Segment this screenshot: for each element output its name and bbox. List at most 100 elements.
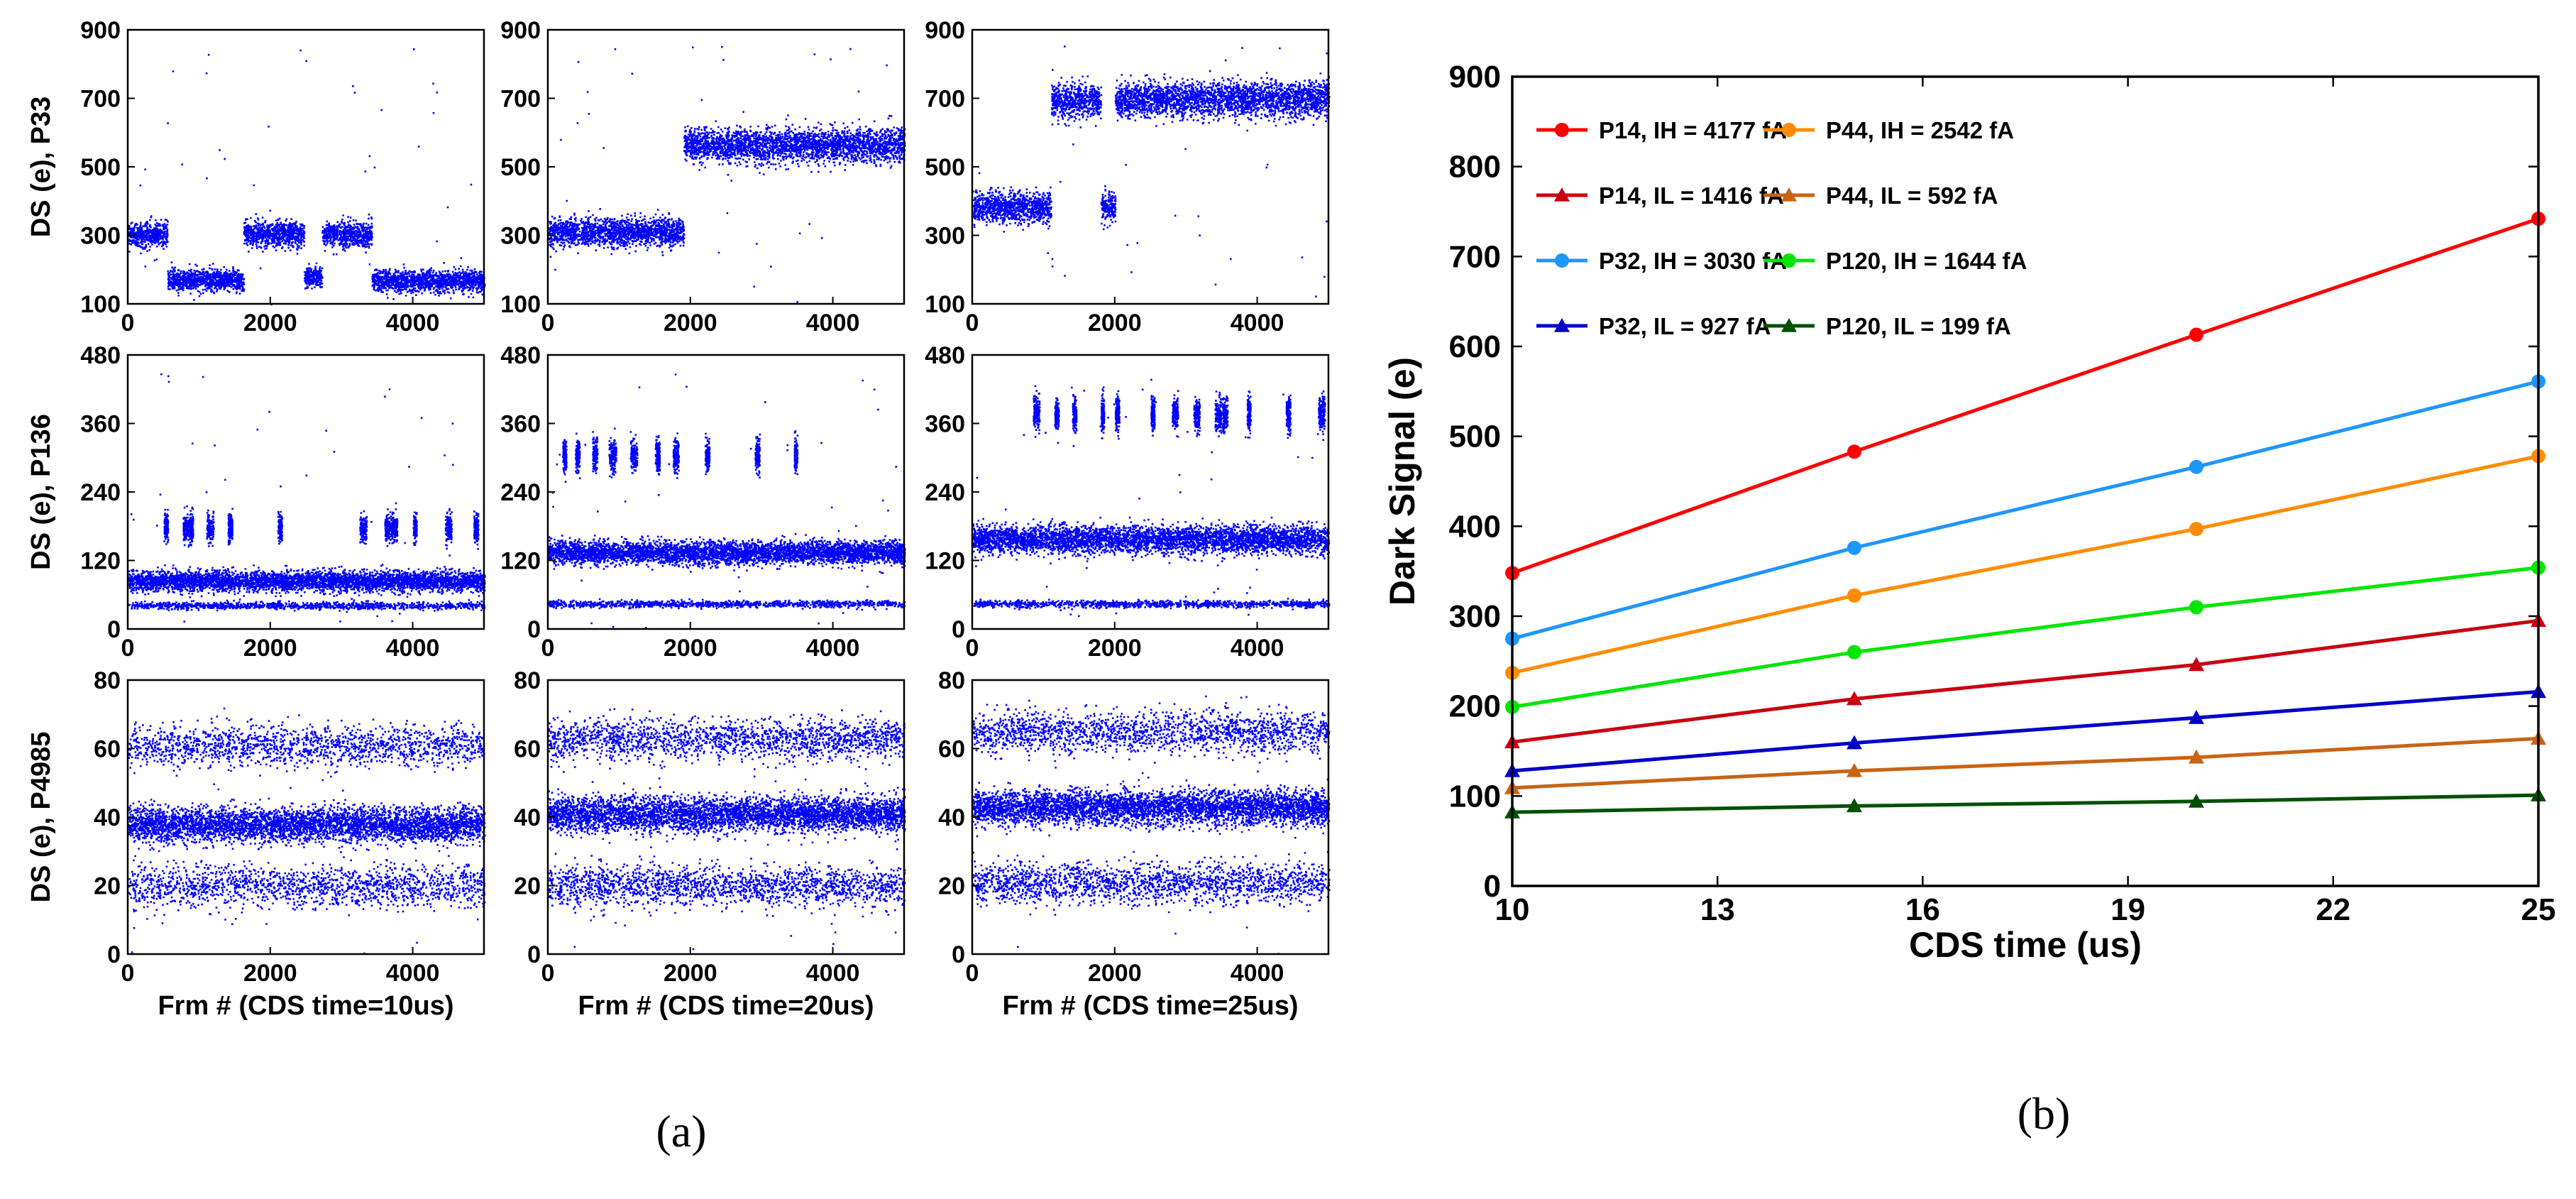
legend-label: P14, IH = 4177 fA — [1599, 117, 1787, 143]
legend-label: P44, IL = 592 fA — [1826, 182, 1998, 209]
legend-entry: P44, IH = 2542 fA — [1763, 117, 2014, 143]
x-tick-label: 2000 — [1088, 310, 1142, 336]
x-tick-label: 2000 — [243, 635, 297, 662]
y-tick-label: 480 — [925, 342, 965, 369]
scatter-points — [128, 707, 486, 955]
x-tick-label: 0 — [541, 635, 555, 662]
y-tick-label: 200 — [1449, 689, 1501, 724]
y-tick-label: 0 — [107, 941, 121, 968]
y-tick-label: 80 — [938, 667, 965, 694]
legend-swatch-marker — [1554, 187, 1570, 202]
scatter-dots — [128, 707, 486, 955]
y-tick-label: 20 — [514, 873, 541, 900]
x-tick-label: 16 — [1905, 892, 1940, 927]
y-tick-label: 300 — [1449, 599, 1501, 634]
x-tick-label: 4000 — [806, 635, 860, 662]
series-5 — [1505, 374, 2545, 646]
data-point — [2189, 522, 2203, 537]
plot-area — [972, 30, 1328, 304]
x-tick-label: 4000 — [1231, 310, 1284, 336]
x-tick-label: 2000 — [664, 635, 717, 662]
y-tick-label: 900 — [925, 17, 965, 44]
x-tick-label: 4000 — [386, 960, 440, 987]
series-line — [1512, 689, 2539, 773]
data-point — [1846, 735, 1862, 750]
y-tick-label: 80 — [514, 667, 541, 694]
y-tick-label: 300 — [80, 223, 121, 250]
y-tick-label: 240 — [500, 479, 541, 506]
y-tick-label: 120 — [80, 548, 121, 575]
y-tick-label: 700 — [500, 86, 541, 113]
subplot-r2-c3: 0 2000 4000 0 120 240 360 480 — [925, 342, 1331, 662]
legend-swatch-marker — [1782, 123, 1796, 137]
subplot-r2-c1: 0 2000 4000 0 120 240 360 480 DS (e), P136 — [26, 342, 486, 662]
series-line — [1512, 217, 2539, 575]
x-tick-label: 13 — [1700, 892, 1735, 927]
series-line — [1512, 454, 2539, 675]
plot-frame — [1511, 75, 2540, 887]
data-point — [2189, 600, 2203, 615]
x-tick-label: 2000 — [1088, 960, 1142, 987]
x-tick-label: 4000 — [1231, 635, 1284, 662]
y-tick-label: 240 — [80, 479, 121, 506]
legend-label: P32, IH = 3030 fA — [1599, 248, 1787, 274]
panel-b: 10 13 16 19 22 25 0 100 200 300 400 500 600 700 800 900… — [1382, 60, 2555, 965]
series-line — [1512, 379, 2539, 641]
y-tick-label: 80 — [94, 667, 121, 694]
y-tick-label: 60 — [514, 736, 541, 763]
legend-label: P120, IH = 1644 fA — [1826, 248, 2027, 274]
data-point — [2189, 327, 2203, 342]
x-axis-label: Frm # (CDS time=25us) — [1002, 991, 1298, 1021]
x-axis-label: Frm # (CDS time=10us) — [158, 991, 453, 1021]
plot-area — [1512, 77, 2538, 886]
panel-b-caption: (b) — [2018, 1088, 2071, 1139]
data-point — [1847, 444, 1861, 459]
plot-area — [548, 355, 904, 629]
legend-entry: P32, IH = 3030 fA — [1536, 248, 1787, 274]
x-tick-label: 2000 — [664, 310, 717, 336]
y-tick-label: 0 — [1484, 869, 1501, 904]
subplot-r1-c2: 0 2000 4000 100 300 500 700 900 — [500, 17, 906, 336]
x-tick-label: 25 — [2521, 892, 2556, 927]
scatter-points — [548, 45, 906, 303]
y-tick-label: 700 — [925, 86, 965, 113]
legend-swatch-marker — [1555, 253, 1569, 268]
legend-label: P120, IL = 199 fA — [1826, 313, 2011, 339]
legend-entry: P32, IL = 927 fA — [1536, 313, 1771, 339]
data-point — [2189, 710, 2204, 724]
x-tick-label: 4000 — [386, 635, 440, 662]
legend: P14, IH = 4177 fA P44, IH = 2542 fA P14, I… — [1536, 117, 2027, 339]
y-tick-label: 40 — [938, 804, 965, 831]
panel-a-caption: (a) — [656, 1106, 706, 1156]
scatter-points — [548, 373, 906, 629]
plot-area — [548, 30, 904, 304]
y-tick-label: 0 — [952, 616, 965, 643]
legend-entry: P120, IL = 199 fA — [1763, 313, 2011, 339]
x-tick-label: 0 — [541, 960, 555, 987]
y-tick-label: 900 — [80, 17, 121, 44]
series-line — [1512, 618, 2539, 744]
legend-swatch-marker — [1781, 318, 1797, 332]
x-tick-label: 4000 — [806, 310, 860, 336]
y-tick-label: 120 — [925, 548, 965, 575]
y-tick-label: 480 — [500, 342, 541, 369]
legend-label: P32, IL = 927 fA — [1599, 313, 1771, 339]
y-tick-label: 500 — [500, 154, 541, 181]
y-tick-label: 100 — [80, 291, 121, 318]
scatter-dots — [548, 708, 906, 951]
data-point — [2189, 749, 2204, 764]
y-tick-label: 120 — [500, 548, 541, 575]
data-point — [1847, 540, 1861, 555]
y-tick-label: 360 — [500, 411, 541, 438]
x-tick-label: 4000 — [806, 960, 860, 987]
subplot-r3-c3: 0 2000 4000 0 20 40 60 80 Frm # (CDS time=25us) — [938, 667, 1331, 1021]
x-tick-label: 0 — [966, 960, 979, 987]
y-tick-label: 480 — [80, 342, 121, 369]
y-tick-label: 100 — [925, 291, 965, 318]
data-point — [1847, 645, 1861, 659]
x-tick-label: 2000 — [664, 960, 717, 987]
scatter-dots — [972, 695, 1331, 955]
x-axis-label: Frm # (CDS time=20us) — [578, 991, 874, 1021]
